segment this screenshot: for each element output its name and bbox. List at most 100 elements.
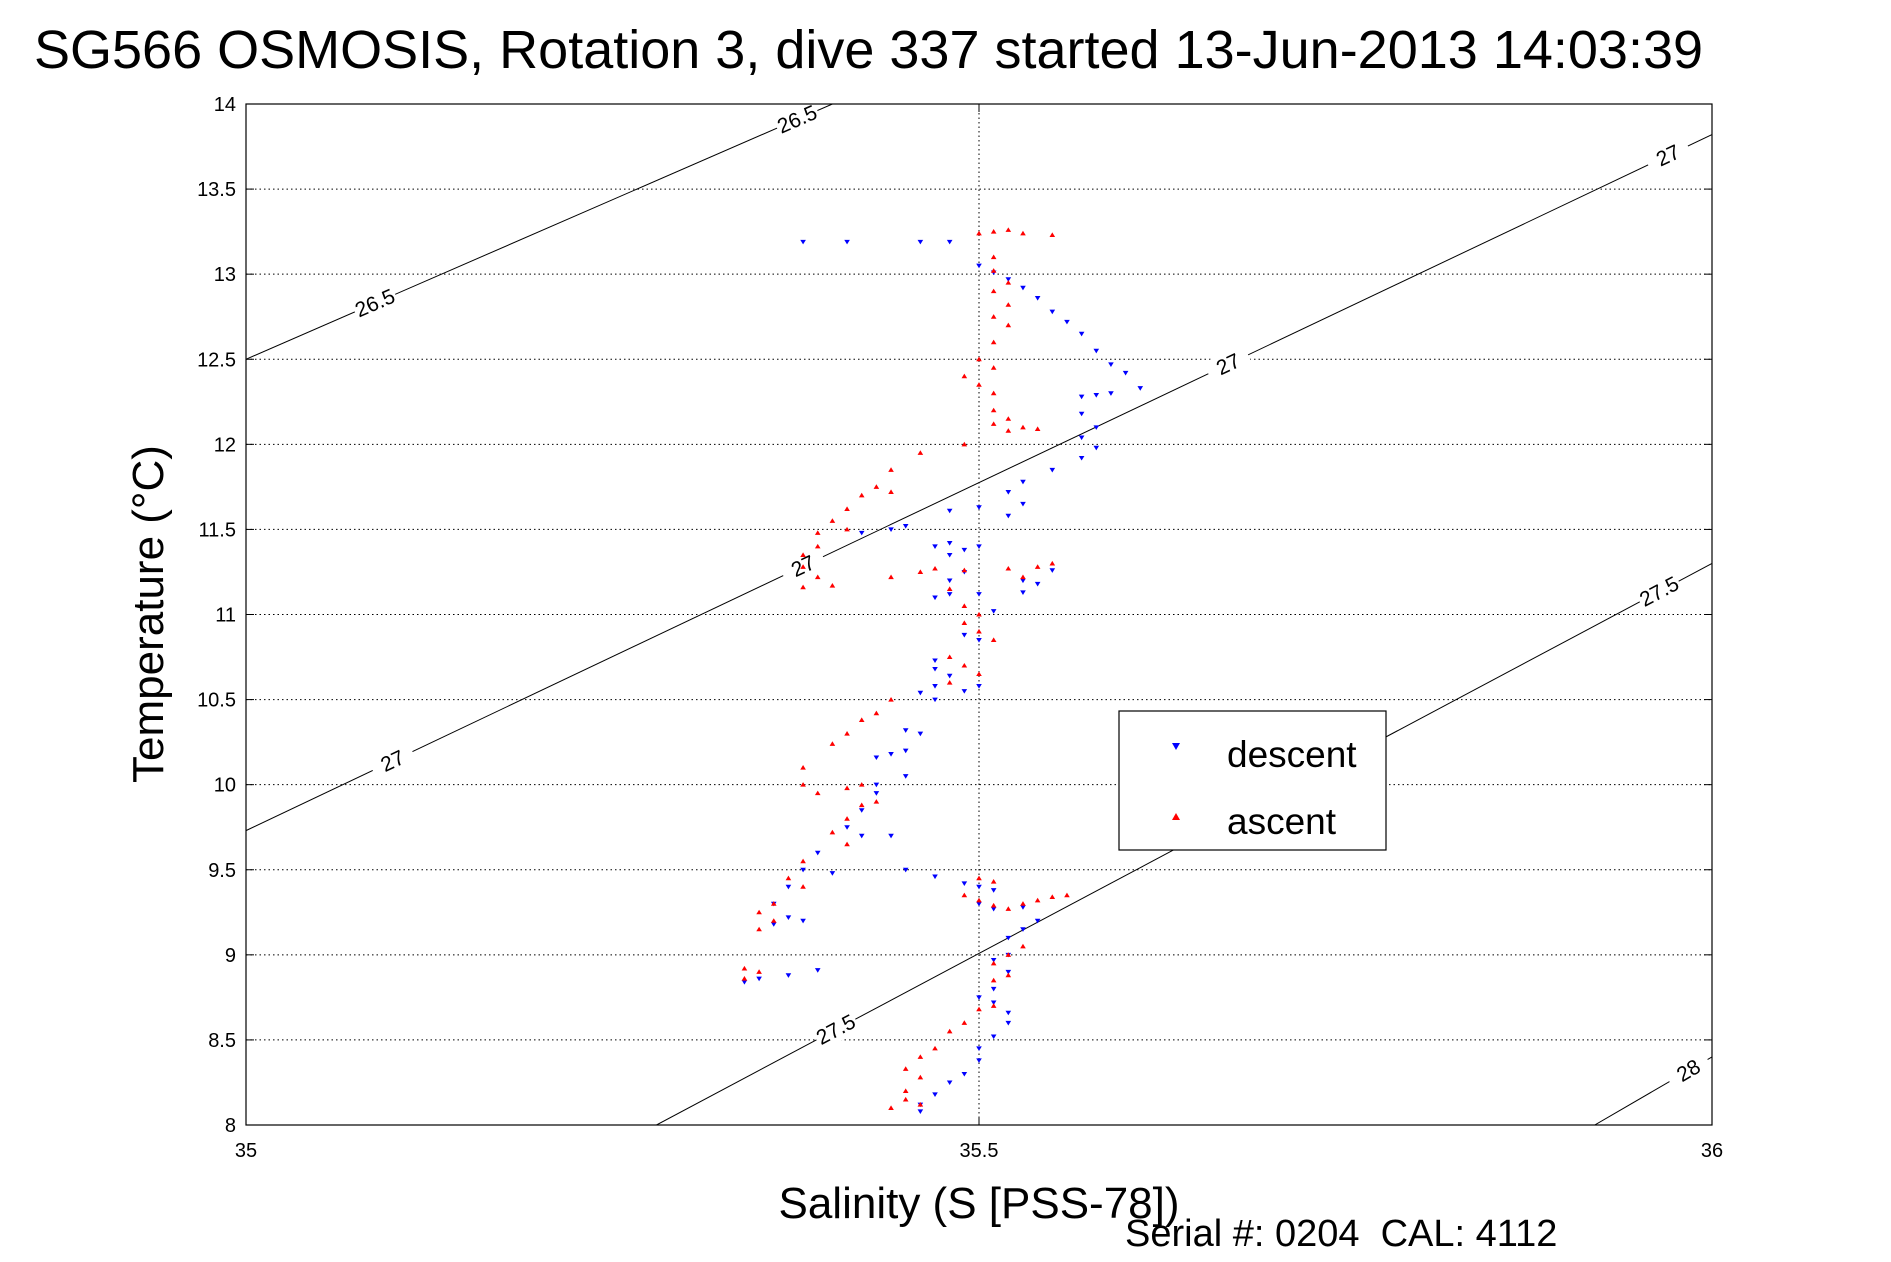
descent-point [902,774,909,779]
descent-point [990,888,997,893]
descent-point [990,1000,997,1006]
descent-point [902,867,909,873]
descent-point [917,239,924,245]
legend-box [1118,710,1387,851]
ascent-point [844,816,850,821]
ascent-point [990,977,997,983]
descent-point [1020,501,1026,507]
descent-point [946,239,953,245]
descent-point [1078,435,1085,441]
ascent-point [1005,952,1012,957]
ascent-point [990,390,997,396]
ascent-point [917,569,924,574]
ascent-point [990,407,997,413]
ascent-point [844,506,850,511]
descent-point [1049,467,1056,473]
ascent-point [858,802,865,808]
ascent-point [844,526,850,532]
ascent-point [1020,424,1026,430]
ascent-point [873,710,880,716]
ascent-point [829,518,836,523]
ascent-point [961,373,968,379]
descent-point [961,881,968,886]
ascent-point [888,467,894,472]
y-tick-label: 9 [225,945,236,967]
descent-point [873,755,880,761]
ascent-point [1005,428,1012,433]
descent-point [932,697,938,703]
descent-point [1020,285,1026,291]
legend-descent-label: descent [1227,734,1357,775]
ascent-point [902,1096,909,1102]
ascent-point [873,799,880,804]
descent-point [1005,1020,1012,1026]
ascent-point [990,254,997,260]
ascent-point [976,356,982,362]
ascent-point [814,574,821,580]
data-points [741,227,1144,1114]
ascent-point [946,654,953,660]
ascent-point [1064,892,1070,898]
ascent-point [741,965,748,971]
descent-point [829,871,836,876]
descent-point [1093,425,1100,430]
descent-point [1108,391,1114,396]
descent-point [976,638,982,643]
ascent-point [1049,894,1056,899]
descent-point [1108,362,1114,367]
ascent-point [829,582,836,588]
ascent-point [976,628,982,634]
descent-point [814,968,821,973]
y-tick-label: 11.5 [199,519,236,541]
descent-point [976,1046,982,1052]
ascent-point [917,1101,924,1107]
isopycnal-26.5 [246,104,833,360]
descent-point [946,552,953,558]
ascent-point [932,565,938,571]
ascent-point [990,229,997,234]
descent-point [1005,969,1012,975]
ascent-point [770,918,777,923]
descent-point [961,632,968,638]
ascent-point [990,288,997,294]
descent-point [946,673,953,679]
descent-point [1034,295,1041,301]
ascent-point [961,567,968,573]
ascent-point [814,543,821,549]
descent-point [946,508,953,514]
legend-ascent-marker [1172,813,1180,820]
ascent-point [1005,302,1012,307]
ascent-point [888,1105,894,1110]
descent-point [961,689,968,694]
ascent-point [844,841,850,847]
descent-point [932,874,938,880]
ascent-point [814,790,821,796]
descent-series [741,239,1144,1114]
ascent-point [1049,232,1056,238]
x-tick-label: 35 [235,1140,257,1162]
ascent-point [1020,943,1026,949]
descent-point [990,1034,997,1040]
ascent-point [800,858,806,864]
ascent-point [990,268,997,273]
ascent-point [814,530,821,535]
descent-point [976,592,982,597]
descent-point [785,884,792,890]
ascent-point [829,741,836,746]
descent-point [976,544,982,550]
ascent-point [858,717,865,723]
descent-point [814,850,821,856]
descent-point [1020,927,1026,932]
descent-point [932,595,938,601]
y-tick-label: 12.5 [197,349,236,371]
descent-point [1005,1010,1012,1016]
isopycnal-27 [246,134,1712,832]
ascent-point [1034,564,1041,569]
ascent-point [961,662,968,668]
descent-point [917,1109,924,1114]
ascent-point [976,671,982,677]
isopycnal-label-bg [1203,344,1254,385]
ascent-point [829,829,836,835]
ascent-point [785,875,792,881]
